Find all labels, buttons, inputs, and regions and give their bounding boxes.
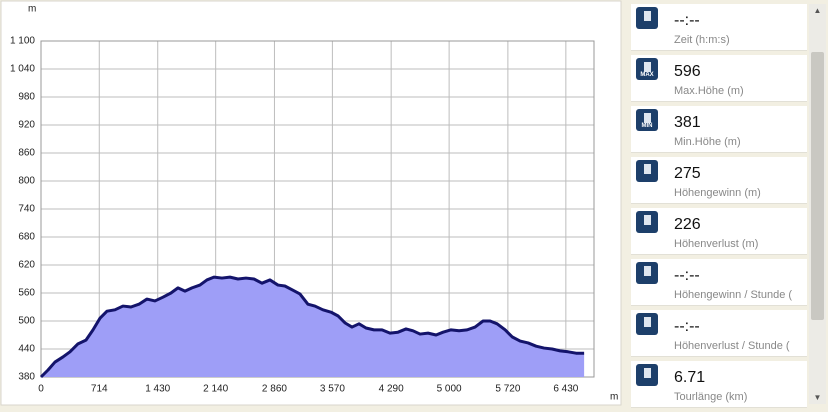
stat-item: MIN 381 Min.Höhe (m) [631,106,807,153]
stat-item: 6.71 Tourlänge (km) [631,361,807,408]
x-tick-label: 2 860 [262,384,287,395]
stat-icon [636,313,658,335]
y-tick-label: 980 [18,92,35,103]
x-tick-label: 5 000 [437,384,462,395]
stat-icon [636,160,658,182]
y-tick-label: 1 040 [10,64,35,75]
line [39,275,585,379]
stat-value: 596 [674,63,701,80]
scroll-down[interactable]: ▼ [813,393,822,402]
area [41,277,585,377]
stat-item: --:-- Höhengewinn / Stunde ( [631,259,807,306]
y-tick-label: 860 [18,148,35,159]
x-tick-label: 0 [38,384,44,395]
stat-item: --:-- Höhenverlust / Stunde ( [631,310,807,357]
stat-label: Tourlänge (km) [674,391,748,403]
stat-label: Höhenverlust (m) [674,238,759,250]
stat-value: 6.71 [674,369,706,386]
stat-icon: MAX [636,58,658,80]
stat-icon [636,211,658,233]
x-tick-label: 3 570 [320,384,345,395]
y-tick-label: 560 [18,288,35,299]
stat-value: --:-- [674,12,700,29]
stat-label: Höhengewinn / Stunde ( [674,289,793,301]
x-tick-label: 714 [91,384,108,395]
stat-label: Höhenverlust / Stunde ( [674,340,790,352]
y-tick-label: 800 [18,176,35,187]
chart: m m 380 440 500 560 620 680 740 800 860 920 980 1 0… [0,0,622,406]
stat-value: --:-- [674,318,700,335]
scroll-up[interactable]: ▲ [813,6,822,15]
stat-icon [636,364,658,386]
stat-item: MAX 596 Max.Höhe (m) [631,55,807,102]
stat-value: 381 [674,114,701,131]
y-tick-label: 380 [18,372,35,383]
x-tick-label: 1 430 [145,384,170,395]
stat-value: --:-- [674,267,700,284]
stat-label: Max.Höhe (m) [674,85,744,97]
y-tick-label: 740 [18,204,35,215]
stats-panel: --:-- Zeit (h:m:s) MAX 596 Max.Höhe (m) MIN 38… [631,4,807,412]
y-tick-label: 500 [18,316,35,327]
scrollbar[interactable]: ▲ ▼ [809,4,826,404]
stat-icon [636,7,658,29]
stat-item: 275 Höhengewinn (m) [631,157,807,204]
scroll-thumb[interactable] [811,52,824,320]
y-tick-label: 920 [18,120,35,131]
y-tick-label: 440 [18,344,35,355]
x-tick-label: 4 290 [379,384,404,395]
stat-icon: MIN [636,109,658,131]
x-tick-label: 6 430 [553,384,578,395]
x-unit: m [610,392,618,403]
stat-item: --:-- Zeit (h:m:s) [631,4,807,51]
stat-value: 275 [674,165,701,182]
y-unit: m [28,4,36,15]
stat-label: Zeit (h:m:s) [674,34,730,46]
x-tick-label: 2 140 [203,384,228,395]
stat-item: 226 Höhenverlust (m) [631,208,807,255]
y-tick-label: 680 [18,232,35,243]
y-tick-label: 1 100 [10,36,35,47]
x-tick-label: 5 720 [495,384,520,395]
stat-icon [636,262,658,284]
stat-value: 226 [674,216,701,233]
y-tick-label: 620 [18,260,35,271]
stat-label: Höhengewinn (m) [674,187,761,199]
stat-label: Min.Höhe (m) [674,136,741,148]
